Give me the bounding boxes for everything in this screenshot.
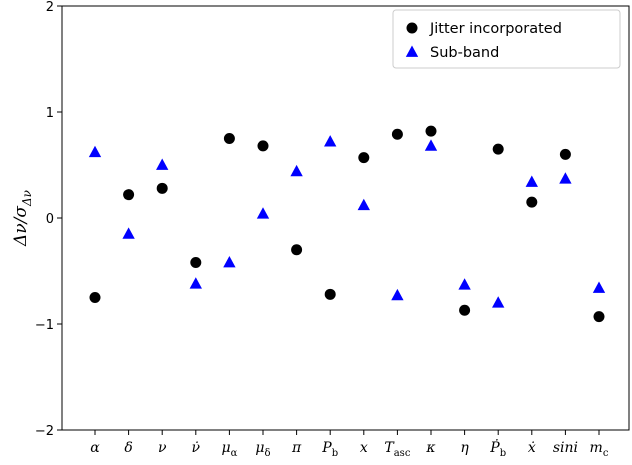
data-point-triangle xyxy=(223,256,236,268)
data-point-triangle xyxy=(492,296,505,308)
legend-items: Jitter incorporated Sub-band xyxy=(405,21,562,61)
data-point-triangle xyxy=(88,145,102,158)
data-point-circle xyxy=(223,133,235,144)
x-tick-label: Ṗb xyxy=(489,438,506,459)
x-tick-label: x xyxy=(360,440,368,456)
data-point-circle xyxy=(492,143,504,155)
legend-marker-circle xyxy=(406,22,418,34)
data-point-triangle xyxy=(525,175,538,187)
legend-label: Jitter incorporated xyxy=(429,21,562,37)
data-point-triangle xyxy=(156,158,169,170)
data-point-triangle xyxy=(458,278,471,290)
x-tick-label: ν̇ xyxy=(192,440,201,456)
legend: Jitter incorporated Sub-band xyxy=(392,9,621,69)
data-point-triangle xyxy=(424,139,438,151)
x-tick-label: ν xyxy=(158,440,167,456)
y-tick-label: −1 xyxy=(35,318,54,333)
data-point-circle xyxy=(526,196,538,208)
data-point-triangle xyxy=(592,281,606,293)
data-points xyxy=(88,125,606,323)
data-point-circle xyxy=(425,125,437,137)
y-axis-label-group: Δν/σΔν xyxy=(11,190,34,247)
data-point-circle xyxy=(291,244,303,256)
y-tick-label: 1 xyxy=(46,106,54,121)
data-point-triangle xyxy=(357,198,370,211)
data-point-circle xyxy=(324,288,336,300)
y-tick-label: −2 xyxy=(35,424,54,439)
series-jitter-incorporated xyxy=(89,125,605,323)
data-point-triangle xyxy=(122,227,135,239)
data-point-triangle xyxy=(189,277,202,289)
x-tick-label: ẋ xyxy=(528,440,536,456)
y-axis-ticks: −2 −1 0 1 2 xyxy=(35,0,62,439)
data-point-circle xyxy=(190,257,202,269)
x-tick-label: μδ xyxy=(255,440,270,459)
data-point-circle xyxy=(257,140,269,152)
data-point-circle xyxy=(156,182,168,194)
y-axis-label: Δν/σΔν xyxy=(11,190,34,247)
x-tick-label: sini xyxy=(553,440,578,456)
x-tick-label: α xyxy=(90,440,100,456)
data-point-circle xyxy=(358,152,370,164)
legend-frame xyxy=(392,9,621,69)
legend-label: Sub-band xyxy=(430,45,499,61)
data-point-circle xyxy=(593,311,605,323)
x-axis-ticks: α δ ν ν̇ μα μδ π Pb x Tasc κ η Ṗb ẋ sini mc xyxy=(90,430,609,459)
data-point-circle xyxy=(459,304,471,316)
x-tick-label: μα xyxy=(221,440,237,459)
legend-marker-triangle xyxy=(405,45,419,57)
x-tick-label: mc xyxy=(590,440,609,459)
x-tick-label: π xyxy=(291,440,302,456)
data-point-circle xyxy=(123,189,135,201)
series-sub-band xyxy=(88,135,606,308)
x-tick-label: Pb xyxy=(321,440,338,459)
y-tick-label: 0 xyxy=(46,212,54,227)
x-tick-label: Tasc xyxy=(384,440,410,459)
data-point-circle xyxy=(391,128,403,140)
y-tick-label: 2 xyxy=(46,0,54,15)
data-point-triangle xyxy=(324,135,337,147)
data-point-circle xyxy=(89,292,101,303)
data-point-triangle xyxy=(290,164,303,177)
x-tick-label: κ xyxy=(425,440,435,456)
x-tick-label: η xyxy=(460,440,469,456)
x-tick-label: δ xyxy=(124,440,132,456)
data-point-triangle xyxy=(559,172,572,184)
data-point-triangle xyxy=(391,288,404,301)
data-point-triangle xyxy=(256,207,270,219)
data-point-circle xyxy=(559,148,571,160)
